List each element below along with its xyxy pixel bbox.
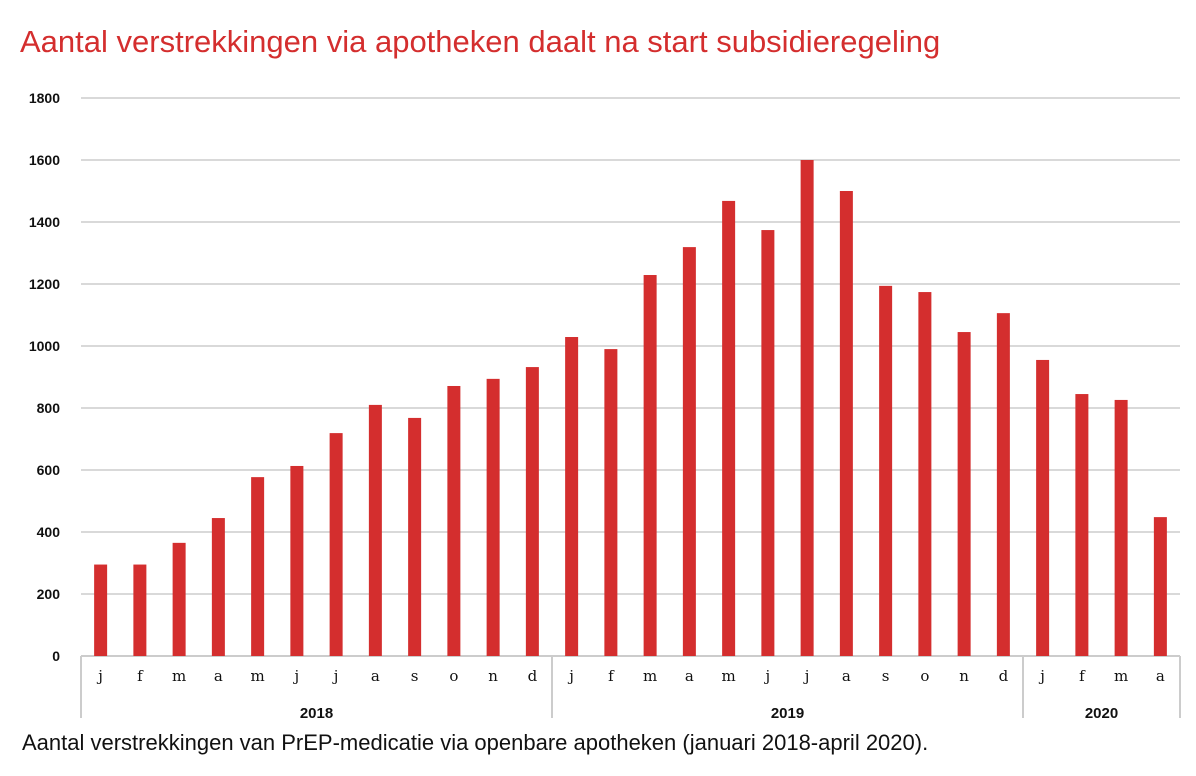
bar [643,275,657,656]
bar [565,337,579,656]
bar [1114,399,1128,656]
x-tick-label: f [608,667,615,685]
bar [682,247,696,657]
x-tick-label: a [842,667,851,685]
bar [329,433,343,656]
y-tick-label: 1800 [29,90,60,106]
x-tick-label: m [172,667,186,685]
x-tick-label: j [803,667,810,685]
x-tick-label: m [643,667,657,685]
bar [525,367,539,656]
chart-caption: Aantal verstrekkingen van PrEP-medicatie… [22,730,929,755]
x-tick-label: d [528,667,538,685]
y-tick-label: 800 [37,400,61,416]
x-tick-label: o [920,667,929,685]
bar [800,160,814,656]
x-tick-label: d [999,667,1009,685]
x-tick-label: j [1038,667,1045,685]
bar [486,378,500,656]
y-tick-label: 1200 [29,276,60,292]
x-tick-label: j [96,667,103,685]
x-tick-label: m [722,667,736,685]
x-tick-label: m [251,667,265,685]
year-label: 2020 [1085,705,1118,722]
bar [408,417,422,656]
chart-title: Aantal verstrekkingen via apotheken daal… [20,24,941,59]
bar [172,542,186,656]
bar [368,404,382,656]
y-tick-label: 200 [37,586,61,602]
y-tick-label: 600 [37,462,61,478]
year-label: 2018 [300,705,333,722]
y-tick-label: 1400 [29,214,60,230]
bar [1075,394,1089,656]
bar [251,477,265,656]
x-tick-label: s [882,667,890,685]
bar [957,332,971,656]
x-tick-label: m [1114,667,1128,685]
bar [447,385,461,656]
bar [290,465,304,656]
bar [1036,359,1050,656]
bar [879,285,893,656]
y-tick-label: 400 [37,524,61,540]
x-tick-label: f [137,667,144,685]
x-tick-label: s [411,667,419,685]
x-tick-label: a [685,667,694,685]
x-tick-label: f [1079,667,1086,685]
y-tick-label: 0 [52,648,60,664]
x-tick-label: j [332,667,339,685]
bar [918,292,932,656]
x-tick-label: a [1156,667,1165,685]
x-tick-label: n [488,667,498,685]
year-label: 2019 [771,705,804,722]
bar [722,200,736,657]
x-tick-label: a [214,667,223,685]
x-tick-label: j [293,667,300,685]
y-tick-label: 1000 [29,338,60,354]
x-tick-label: a [371,667,380,685]
bar [761,230,775,656]
bar [1153,517,1167,656]
bar [839,191,853,656]
bar [94,564,108,656]
bar [996,313,1010,656]
bar [133,564,147,656]
x-tick-label: n [959,667,969,685]
y-tick-label: 1600 [29,152,60,168]
x-tick-label: j [567,667,574,685]
bar [211,518,225,656]
x-tick-label: j [764,667,771,685]
bar [604,349,618,656]
x-tick-label: o [449,667,458,685]
